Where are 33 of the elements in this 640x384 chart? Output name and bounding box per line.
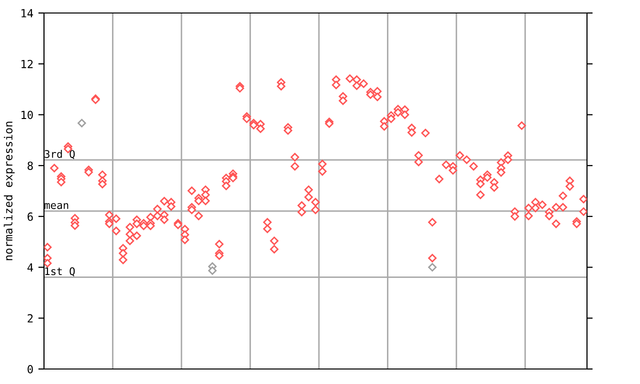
ref-line-label: 1st Q	[45, 267, 75, 276]
y-axis-title: normalized expression	[4, 122, 15, 260]
y-tick-label: 10	[22, 110, 33, 120]
y-tick-label: 0	[28, 365, 33, 374]
y-tick-label: 4	[27, 263, 34, 272]
point	[70, 221, 80, 230]
point	[105, 220, 114, 228]
y-tick-label: 14	[22, 9, 34, 18]
point	[201, 196, 210, 206]
point	[180, 236, 190, 244]
point	[222, 182, 230, 190]
point	[188, 206, 196, 214]
point	[160, 216, 169, 224]
point	[146, 222, 155, 230]
y-tick-label: 6	[28, 212, 33, 221]
point	[98, 180, 107, 188]
point	[476, 190, 485, 200]
y-tick-label: 2	[28, 314, 33, 322]
point	[126, 236, 134, 246]
point	[496, 168, 506, 177]
y-tick-label: 8	[28, 162, 33, 170]
point	[132, 232, 142, 240]
point	[118, 256, 128, 264]
point	[215, 251, 224, 260]
ref-line-label: 3rd Q	[44, 150, 75, 160]
point	[194, 212, 203, 220]
y-tick-label: 12	[22, 60, 33, 68]
point	[428, 263, 437, 272]
point	[56, 178, 66, 186]
ref-line-label: mean	[44, 203, 68, 210]
point	[78, 118, 86, 128]
point	[44, 258, 52, 268]
point	[208, 266, 217, 275]
